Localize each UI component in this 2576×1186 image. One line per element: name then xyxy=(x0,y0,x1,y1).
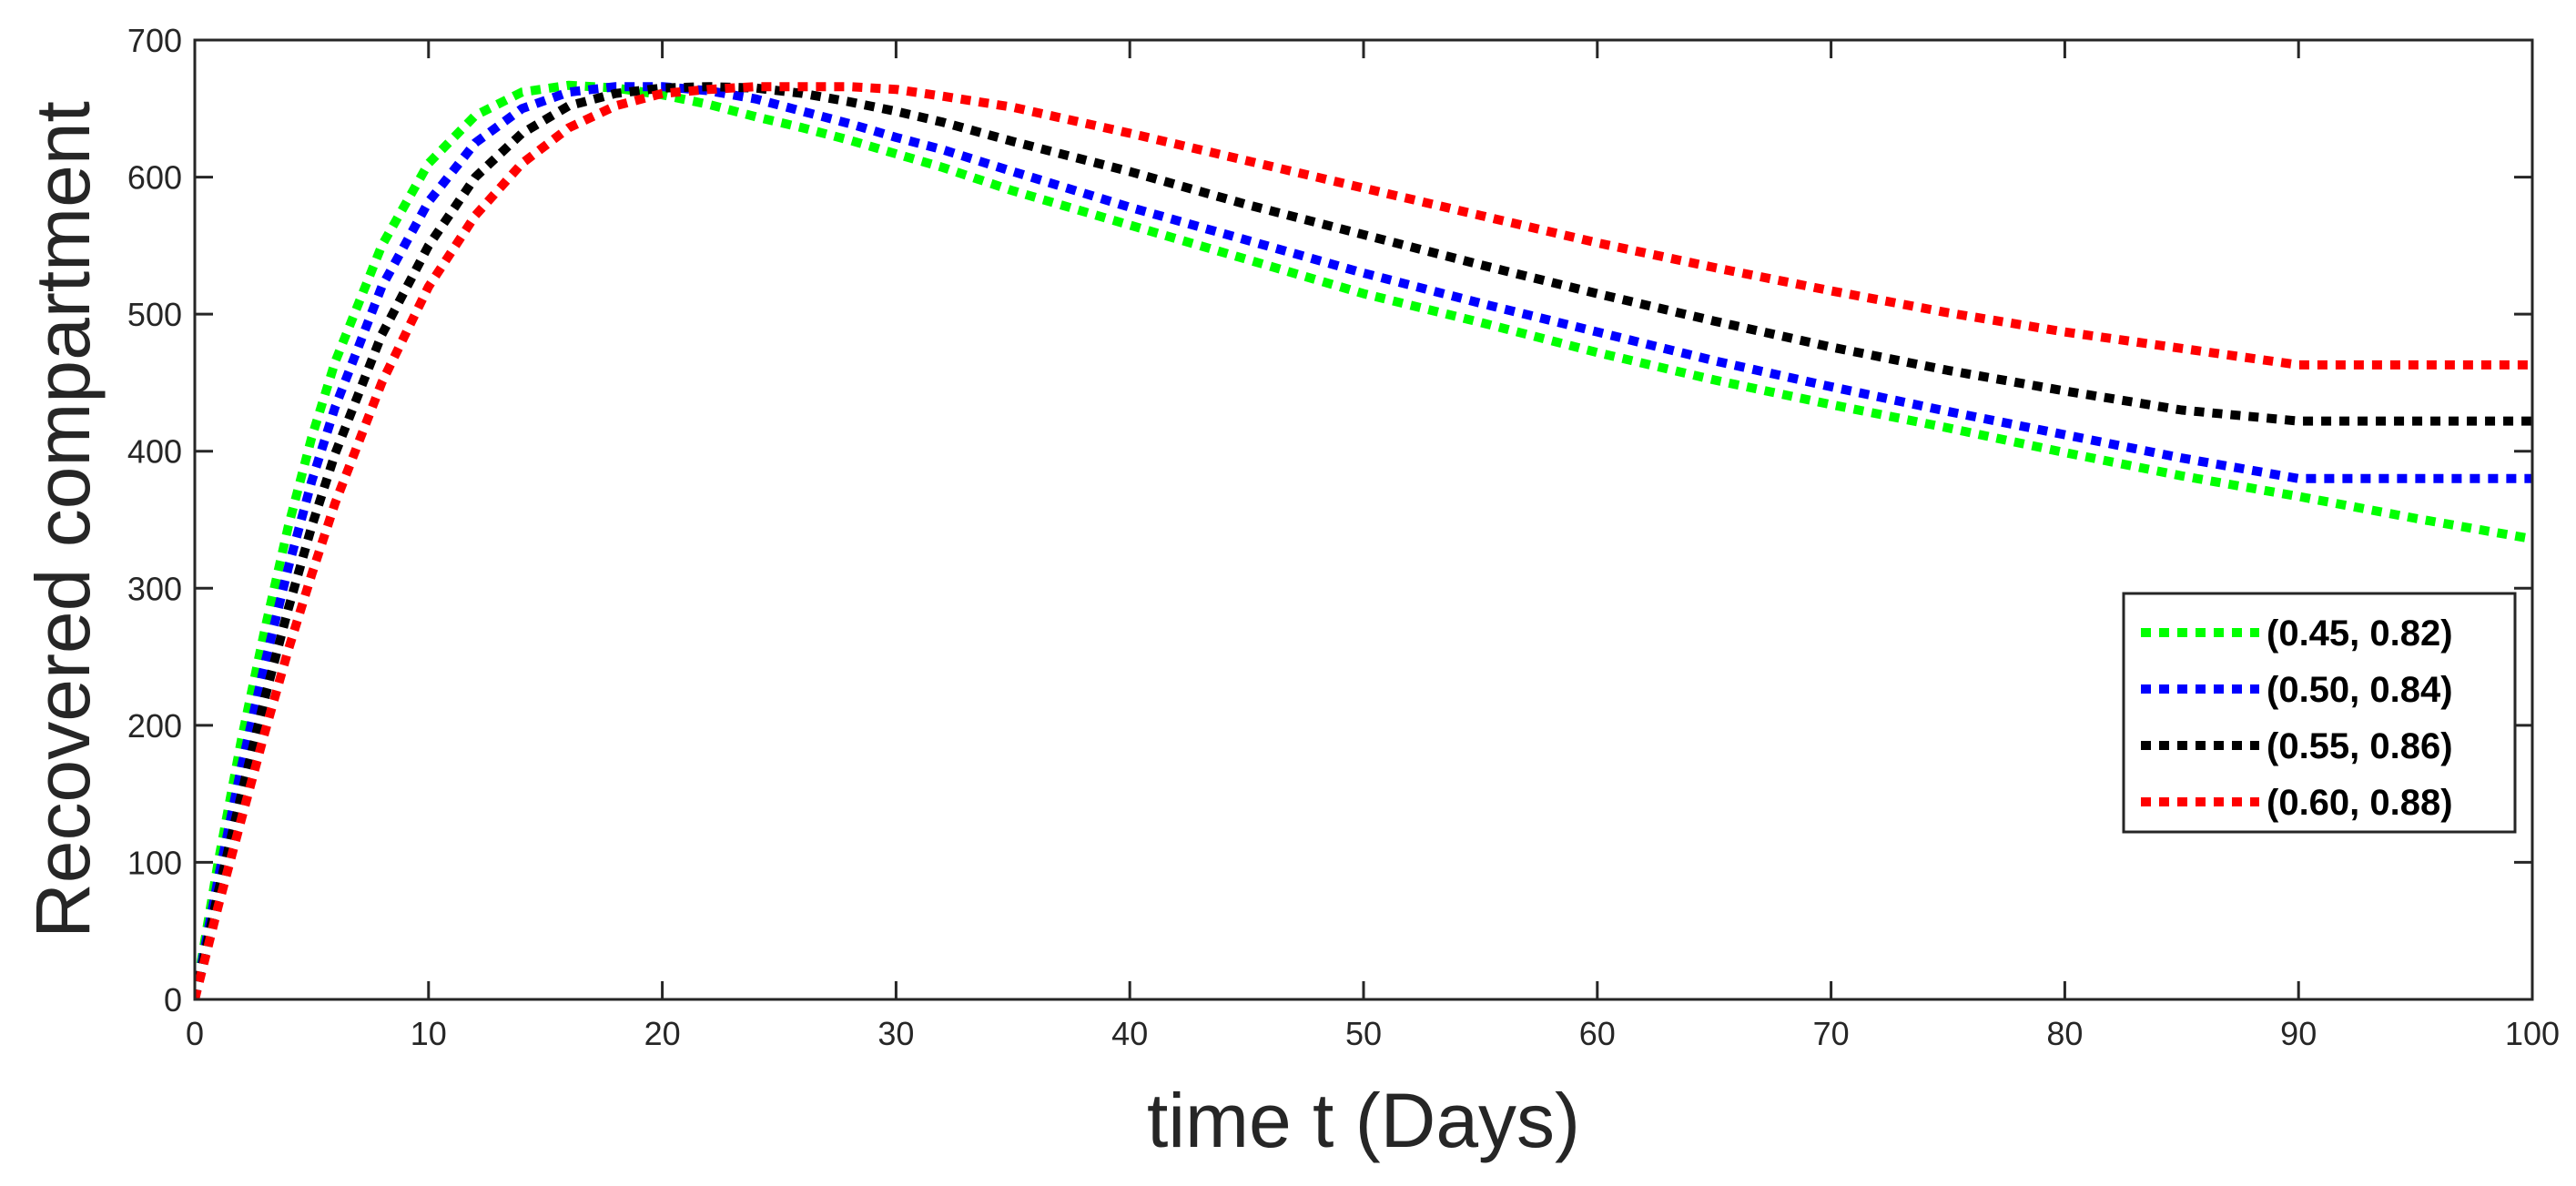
x-tick-label: 0 xyxy=(186,1015,204,1052)
x-tick-label: 40 xyxy=(1111,1015,1148,1052)
x-tick-label: 90 xyxy=(2280,1015,2317,1052)
y-tick-label: 600 xyxy=(127,159,182,197)
y-tick-label: 500 xyxy=(127,296,182,333)
y-tick-label: 700 xyxy=(127,22,182,59)
x-tick-label: 30 xyxy=(877,1015,914,1052)
series-line-3 xyxy=(195,82,2532,999)
x-tick-label: 20 xyxy=(644,1015,681,1052)
y-axis-title: Recovered compartment xyxy=(20,101,106,938)
x-tick-label: 70 xyxy=(1813,1015,1850,1052)
x-tick-label: 100 xyxy=(2505,1015,2560,1052)
series-line-4 xyxy=(195,82,2532,999)
y-tick-label: 300 xyxy=(127,570,182,607)
legend-box xyxy=(2122,592,2517,834)
y-tick-label: 400 xyxy=(127,433,182,471)
x-axis-ticks: 0 10 20 30 40 50 60 70 80 90 100 xyxy=(186,40,2560,1052)
legend-label: (0.55, 0.86) xyxy=(2267,726,2453,766)
series-line-2 xyxy=(195,82,2532,999)
x-tick-label: 80 xyxy=(2046,1015,2083,1052)
x-tick-label: 50 xyxy=(1345,1015,1382,1052)
legend-label: (0.50, 0.84) xyxy=(2267,670,2453,710)
series-layer xyxy=(195,80,2532,999)
x-axis-title: time t (Days) xyxy=(1147,1078,1580,1163)
legend-label: (0.45, 0.82) xyxy=(2267,613,2453,654)
y-tick-label: 100 xyxy=(127,844,182,881)
series-line-1 xyxy=(195,80,2532,999)
legend-label: (0.60, 0.88) xyxy=(2267,783,2453,823)
x-tick-label: 60 xyxy=(1579,1015,1616,1052)
y-tick-label: 0 xyxy=(164,981,182,1019)
x-tick-label: 10 xyxy=(411,1015,447,1052)
y-tick-label: 200 xyxy=(127,707,182,745)
y-axis-ticks: 0 100 200 300 400 500 600 700 xyxy=(127,22,2532,1019)
legend: (0.45, 0.82) (0.50, 0.84) (0.55, 0.86) (0.6… xyxy=(2122,592,2517,834)
